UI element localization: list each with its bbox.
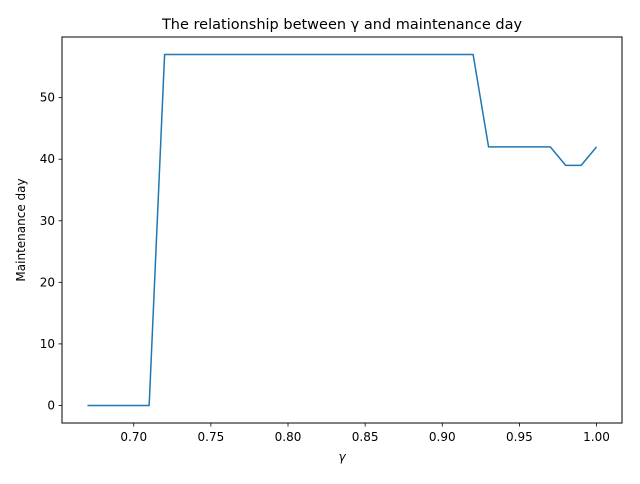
x-tick-label: 0.95 bbox=[506, 430, 533, 444]
y-axis-label: Maintenance day bbox=[14, 178, 28, 281]
x-axis-label: γ bbox=[338, 450, 346, 464]
chart-title: The relationship between γ and maintenan… bbox=[161, 17, 522, 33]
y-tick-label: 30 bbox=[40, 214, 55, 228]
x-tick-label: 0.90 bbox=[429, 430, 456, 444]
plot-frame bbox=[61, 36, 623, 424]
y-tick-label: 40 bbox=[40, 152, 55, 166]
y-tick-label: 10 bbox=[40, 337, 55, 351]
x-axis-ticks: 0.70 0.75 0.80 0.85 0.90 0.95 1.00 bbox=[120, 423, 610, 444]
series-layer bbox=[87, 53, 598, 407]
y-tick-label: 50 bbox=[40, 91, 55, 105]
y-tick-label: 20 bbox=[40, 275, 55, 289]
y-tick-label: 0 bbox=[47, 398, 55, 412]
x-tick-label: 0.75 bbox=[198, 430, 225, 444]
x-tick-label: 0.80 bbox=[275, 430, 302, 444]
x-tick-label: 0.85 bbox=[352, 430, 379, 444]
x-tick-label: 1.00 bbox=[583, 430, 610, 444]
y-axis-ticks: 0 10 20 30 40 50 bbox=[40, 91, 62, 412]
x-tick-label: 0.70 bbox=[120, 430, 147, 444]
series-line bbox=[87, 53, 598, 407]
